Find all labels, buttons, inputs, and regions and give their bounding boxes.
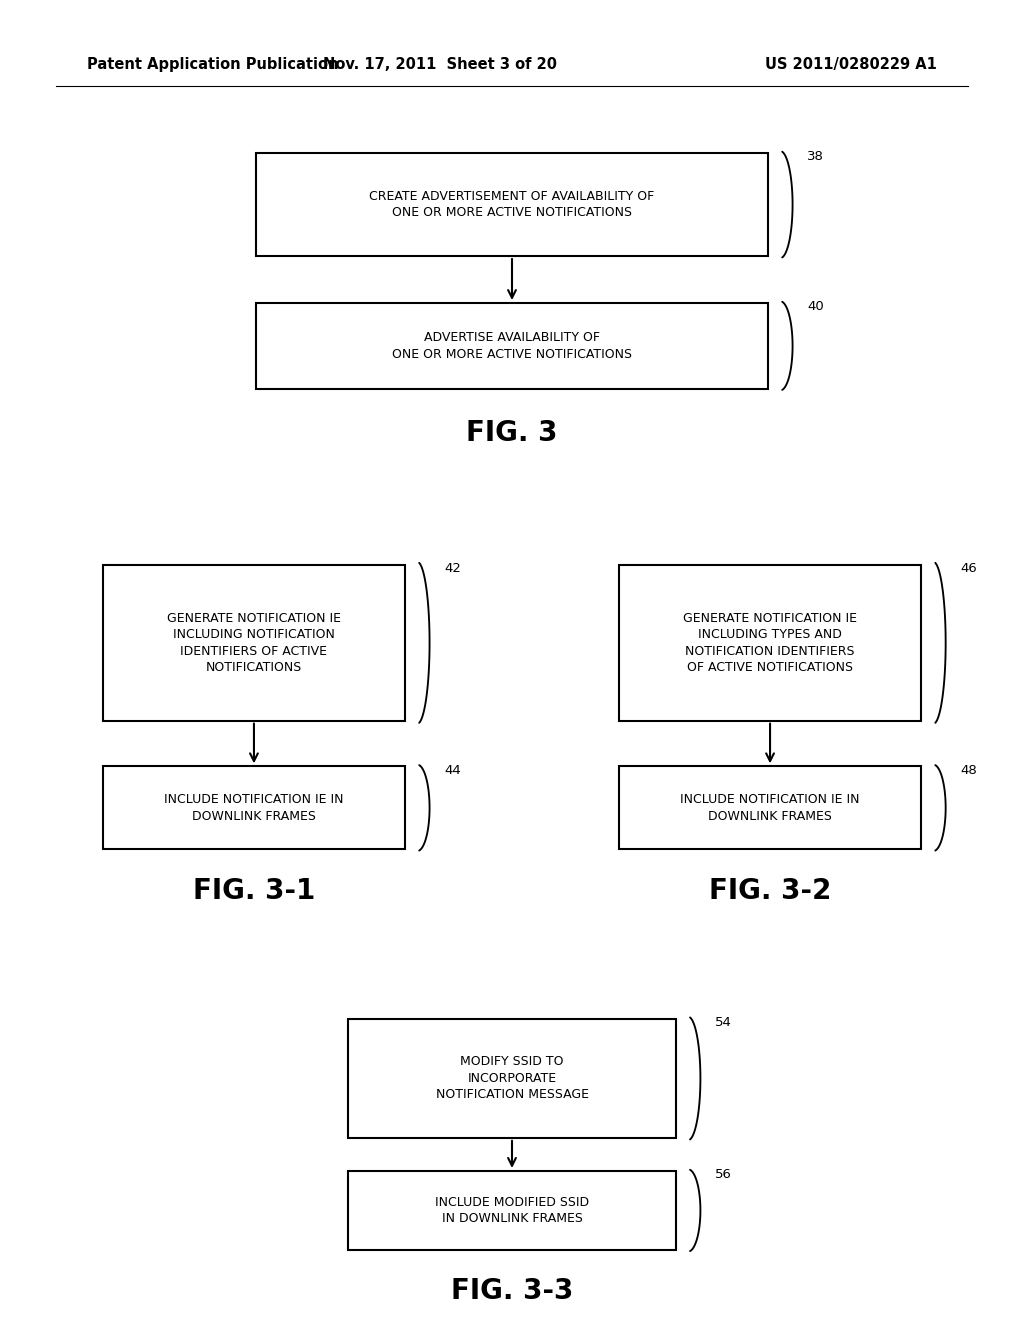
Text: Patent Application Publication: Patent Application Publication (87, 57, 339, 73)
Text: INCLUDE NOTIFICATION IE IN
DOWNLINK FRAMES: INCLUDE NOTIFICATION IE IN DOWNLINK FRAM… (680, 793, 860, 822)
Text: 38: 38 (807, 150, 823, 164)
FancyBboxPatch shape (256, 153, 768, 256)
Text: 40: 40 (807, 301, 823, 313)
Text: INCLUDE NOTIFICATION IE IN
DOWNLINK FRAMES: INCLUDE NOTIFICATION IE IN DOWNLINK FRAM… (164, 793, 344, 822)
Text: FIG. 3-3: FIG. 3-3 (451, 1276, 573, 1305)
Text: FIG. 3-1: FIG. 3-1 (193, 876, 315, 906)
Text: 46: 46 (961, 562, 977, 576)
Text: Nov. 17, 2011  Sheet 3 of 20: Nov. 17, 2011 Sheet 3 of 20 (324, 57, 557, 73)
Text: FIG. 3-2: FIG. 3-2 (709, 876, 831, 906)
Text: INCLUDE MODIFIED SSID
IN DOWNLINK FRAMES: INCLUDE MODIFIED SSID IN DOWNLINK FRAMES (435, 1196, 589, 1225)
Text: 48: 48 (961, 763, 977, 776)
Text: 44: 44 (444, 763, 461, 776)
Text: GENERATE NOTIFICATION IE
INCLUDING NOTIFICATION
IDENTIFIERS OF ACTIVE
NOTIFICATI: GENERATE NOTIFICATION IE INCLUDING NOTIF… (167, 611, 341, 675)
Text: US 2011/0280229 A1: US 2011/0280229 A1 (765, 57, 937, 73)
Text: 56: 56 (715, 1168, 731, 1181)
FancyBboxPatch shape (348, 1171, 676, 1250)
FancyBboxPatch shape (618, 766, 922, 850)
FancyBboxPatch shape (102, 766, 404, 850)
FancyBboxPatch shape (256, 304, 768, 388)
Text: MODIFY SSID TO
INCORPORATE
NOTIFICATION MESSAGE: MODIFY SSID TO INCORPORATE NOTIFICATION … (435, 1056, 589, 1101)
FancyBboxPatch shape (348, 1019, 676, 1138)
Text: GENERATE NOTIFICATION IE
INCLUDING TYPES AND
NOTIFICATION IDENTIFIERS
OF ACTIVE : GENERATE NOTIFICATION IE INCLUDING TYPES… (683, 611, 857, 675)
FancyBboxPatch shape (618, 565, 922, 721)
Text: ADVERTISE AVAILABILITY OF
ONE OR MORE ACTIVE NOTIFICATIONS: ADVERTISE AVAILABILITY OF ONE OR MORE AC… (392, 331, 632, 360)
Text: 42: 42 (444, 562, 461, 576)
Text: FIG. 3: FIG. 3 (466, 418, 558, 447)
Text: 54: 54 (715, 1016, 731, 1030)
FancyBboxPatch shape (102, 565, 404, 721)
Text: CREATE ADVERTISEMENT OF AVAILABILITY OF
ONE OR MORE ACTIVE NOTIFICATIONS: CREATE ADVERTISEMENT OF AVAILABILITY OF … (370, 190, 654, 219)
